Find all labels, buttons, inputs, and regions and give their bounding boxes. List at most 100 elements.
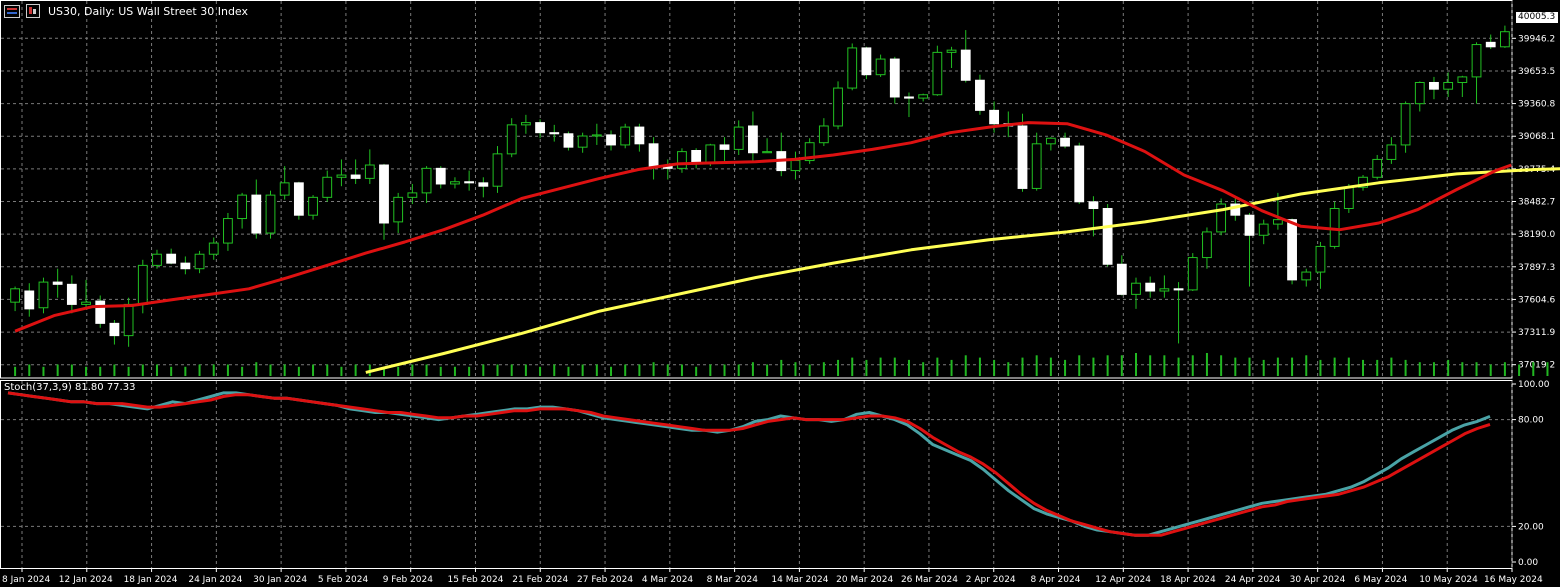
- y-tick-label: 39946.2: [1518, 34, 1555, 44]
- candle-body: [1457, 76, 1468, 83]
- candle-body: [1358, 176, 1368, 188]
- candle-body: [606, 134, 616, 146]
- stoch-k-line: [7, 391, 1491, 537]
- candle-body: [1131, 282, 1141, 295]
- candle-body: [350, 174, 361, 179]
- candle-body: [1272, 219, 1283, 225]
- candle-body: [464, 181, 475, 184]
- stoch-tick-label: 100.00: [1518, 380, 1550, 390]
- candle-body: [24, 290, 35, 310]
- x-tick-label: 5 Feb 2024: [318, 575, 369, 585]
- candle-body: [81, 301, 91, 305]
- candle-body: [208, 242, 219, 255]
- candle-body: [1088, 201, 1099, 209]
- chart-type-icon[interactable]: [26, 4, 40, 18]
- candle-body: [279, 182, 290, 196]
- x-tick-label: 24 Jan 2024: [188, 575, 242, 585]
- x-tick-label: 24 Apr 2024: [1225, 575, 1281, 585]
- y-tick-label: 39068.1: [1518, 132, 1555, 142]
- candle-body: [833, 87, 843, 127]
- candle-body: [1230, 203, 1241, 216]
- candle-body: [946, 49, 957, 53]
- candle-body: [66, 283, 77, 305]
- candle-body: [223, 218, 233, 244]
- candle-body: [52, 281, 63, 285]
- candle-body: [237, 194, 248, 220]
- candle-body: [1173, 288, 1184, 291]
- candle-body: [492, 153, 503, 187]
- candle-body: [861, 47, 872, 76]
- candle-body: [804, 142, 815, 162]
- candle-body: [634, 126, 645, 145]
- candle-body: [1429, 81, 1439, 90]
- candle-body: [421, 167, 432, 194]
- x-tick-label: 30 Jan 2024: [253, 575, 307, 585]
- x-tick-label: 4 Mar 2024: [642, 575, 694, 585]
- candle-body: [577, 135, 588, 148]
- candle-body: [1471, 44, 1482, 78]
- candle-body: [1159, 288, 1170, 292]
- candle-body: [1500, 31, 1510, 48]
- x-tick-label: 30 Apr 2024: [1290, 575, 1346, 585]
- candle-body: [591, 134, 602, 137]
- stoch-tick-label: 80.00: [1518, 416, 1544, 426]
- candle-body: [322, 176, 333, 198]
- candle-body: [109, 322, 120, 337]
- ma-red-line: [14, 121, 1512, 333]
- candle-body: [123, 303, 134, 337]
- x-tick-label: 8 Apr 2024: [1031, 575, 1081, 585]
- x-tick-label: 26 Mar 2024: [901, 575, 958, 585]
- y-tick-label: 38190.0: [1518, 230, 1555, 240]
- candle-body: [889, 58, 900, 98]
- last-price-tag: 40005.3: [1516, 12, 1558, 23]
- candle-body: [1187, 257, 1198, 291]
- candle-body: [918, 94, 929, 99]
- candle-body: [535, 122, 545, 134]
- candle-body: [932, 51, 943, 96]
- x-tick-label: 14 Mar 2024: [771, 575, 828, 585]
- candle-body: [748, 125, 758, 154]
- x-tick-label: 21 Feb 2024: [512, 575, 568, 585]
- chart-window-icon[interactable]: [4, 4, 20, 18]
- x-tick-label: 9 Feb 2024: [383, 575, 434, 585]
- candle-body: [1102, 207, 1113, 265]
- x-tick-label: 8 Mar 2024: [707, 575, 759, 585]
- candle-body: [137, 264, 148, 305]
- stoch-tick-label: 0.00: [1518, 558, 1538, 568]
- candle-body: [989, 109, 1000, 125]
- x-tick-label: 16 May 2024: [1484, 575, 1543, 585]
- candle-body: [1145, 282, 1156, 292]
- candle-body: [1485, 41, 1496, 48]
- x-tick-label: 2 Apr 2024: [966, 575, 1016, 585]
- candle-body: [1060, 137, 1070, 147]
- x-tick-label: 15 Feb 2024: [447, 575, 503, 585]
- candle-body: [38, 281, 49, 309]
- stochastic-label: Stoch(37,3,9) 81.80 77.33: [4, 382, 136, 393]
- candle-body: [762, 151, 772, 154]
- candle-body: [705, 144, 716, 164]
- stoch-tick-label: 20.00: [1518, 522, 1544, 532]
- x-tick-label: 27 Feb 2024: [577, 575, 633, 585]
- x-tick-label: 12 Apr 2024: [1095, 575, 1151, 585]
- candle-body: [1400, 103, 1411, 146]
- candle-body: [1287, 219, 1297, 281]
- y-tick-label: 37604.6: [1518, 295, 1555, 305]
- y-tick-label: 37311.9: [1518, 328, 1555, 338]
- x-tick-label: 8 Jan 2024: [2, 575, 50, 585]
- candle-body: [847, 47, 858, 89]
- candle-body: [1343, 186, 1354, 209]
- candle-body: [1031, 143, 1042, 189]
- y-tick-label: 39653.5: [1518, 67, 1555, 77]
- x-tick-label: 10 May 2024: [1419, 575, 1478, 585]
- candle-body: [563, 133, 574, 148]
- candle-body: [1258, 223, 1269, 236]
- candle-body: [691, 150, 702, 164]
- candle-body: [1329, 207, 1340, 247]
- ma-yellow-line: [365, 167, 1560, 374]
- candle-body: [549, 132, 560, 135]
- candle-body: [152, 253, 162, 266]
- x-tick-label: 6 May 2024: [1354, 575, 1407, 585]
- candle-body: [975, 79, 985, 111]
- candle-body: [1116, 263, 1127, 295]
